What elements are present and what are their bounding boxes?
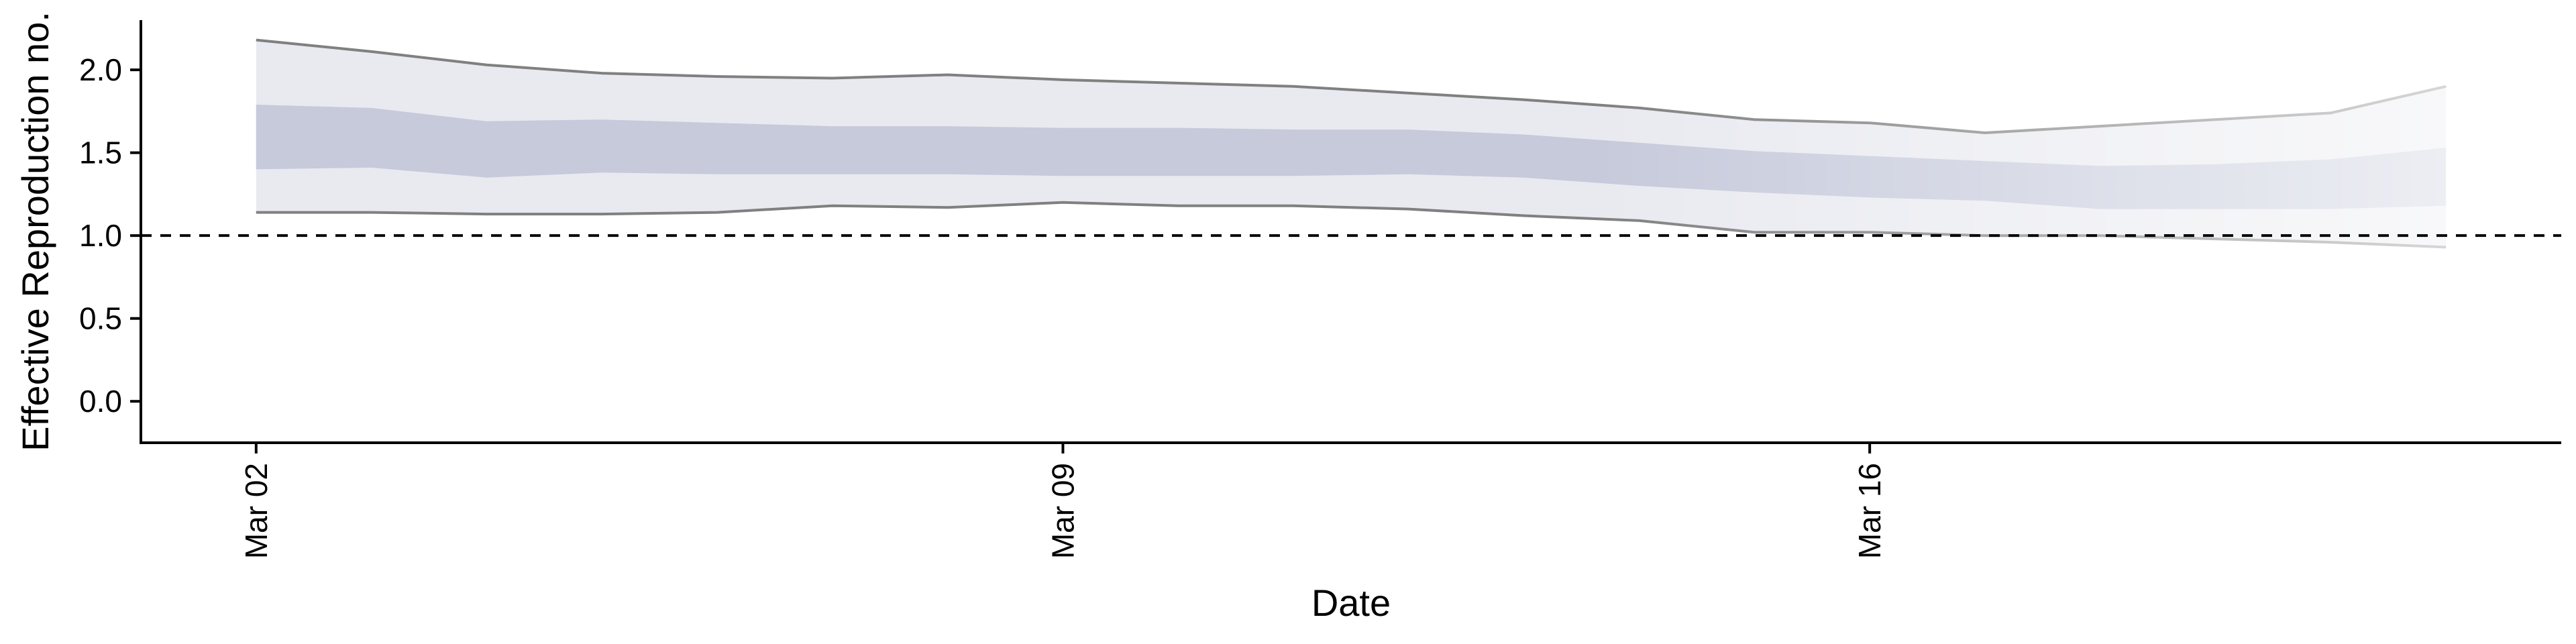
y-axis-title: Effective Reproduction no. [14, 11, 56, 451]
outer-band-lower-bound-line [256, 201, 2447, 249]
y-tick-label: 2.0 [79, 52, 122, 87]
outer-band-upper-bound-line [256, 38, 2447, 135]
y-tick-label: 0.5 [79, 301, 122, 336]
ticks: 0.0 0.5 1.0 1.5 2.0 Mar 02 Mar 09 Mar 16 [79, 52, 1887, 559]
x-axis-title: Date [1311, 582, 1391, 624]
x-tick-label: Mar 09 [1045, 463, 1080, 559]
x-tick-label: Mar 16 [1852, 463, 1887, 559]
inner-credible-band [256, 105, 2447, 209]
y-tick-label: 1.0 [79, 218, 122, 253]
axes [140, 20, 2561, 444]
plot-area [256, 38, 2447, 249]
y-tick-label: 1.5 [79, 136, 122, 170]
x-tick-label: Mar 02 [239, 463, 274, 559]
y-tick-label: 0.0 [79, 384, 122, 419]
